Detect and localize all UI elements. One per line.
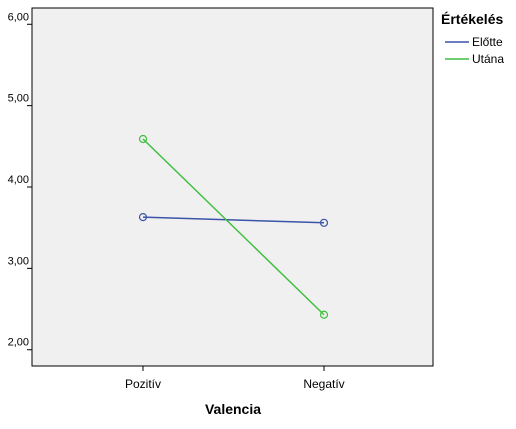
series-line-1 xyxy=(142,138,325,316)
legend-item-label: Előtte xyxy=(472,35,503,49)
x-axis: Pozitív Negatív xyxy=(125,366,345,391)
x-tick-label: Negatív xyxy=(303,377,344,391)
legend: Értékelés Előtte Utána xyxy=(441,11,504,66)
y-tick-label: 4,00 xyxy=(8,174,29,186)
data-point xyxy=(319,310,329,319)
legend-item-label: Utána xyxy=(472,52,504,66)
y-tick-label: 5,00 xyxy=(8,93,29,105)
legend-title: Értékelés xyxy=(441,11,503,27)
data-point xyxy=(138,213,148,222)
y-tick-label: 2,00 xyxy=(8,337,29,349)
data-point xyxy=(319,218,329,227)
series-layer xyxy=(138,134,329,319)
y-tick-label: 6,00 xyxy=(8,11,29,23)
series-line-0 xyxy=(142,216,325,224)
y-axis: 2,00 3,00 4,00 5,00 6,00 xyxy=(8,11,32,351)
x-tick-label: Pozitív xyxy=(125,377,161,391)
plot-area xyxy=(31,7,434,367)
y-tick-label: 3,00 xyxy=(8,255,29,267)
data-point xyxy=(138,134,148,144)
x-axis-title: Valencia xyxy=(205,401,261,417)
